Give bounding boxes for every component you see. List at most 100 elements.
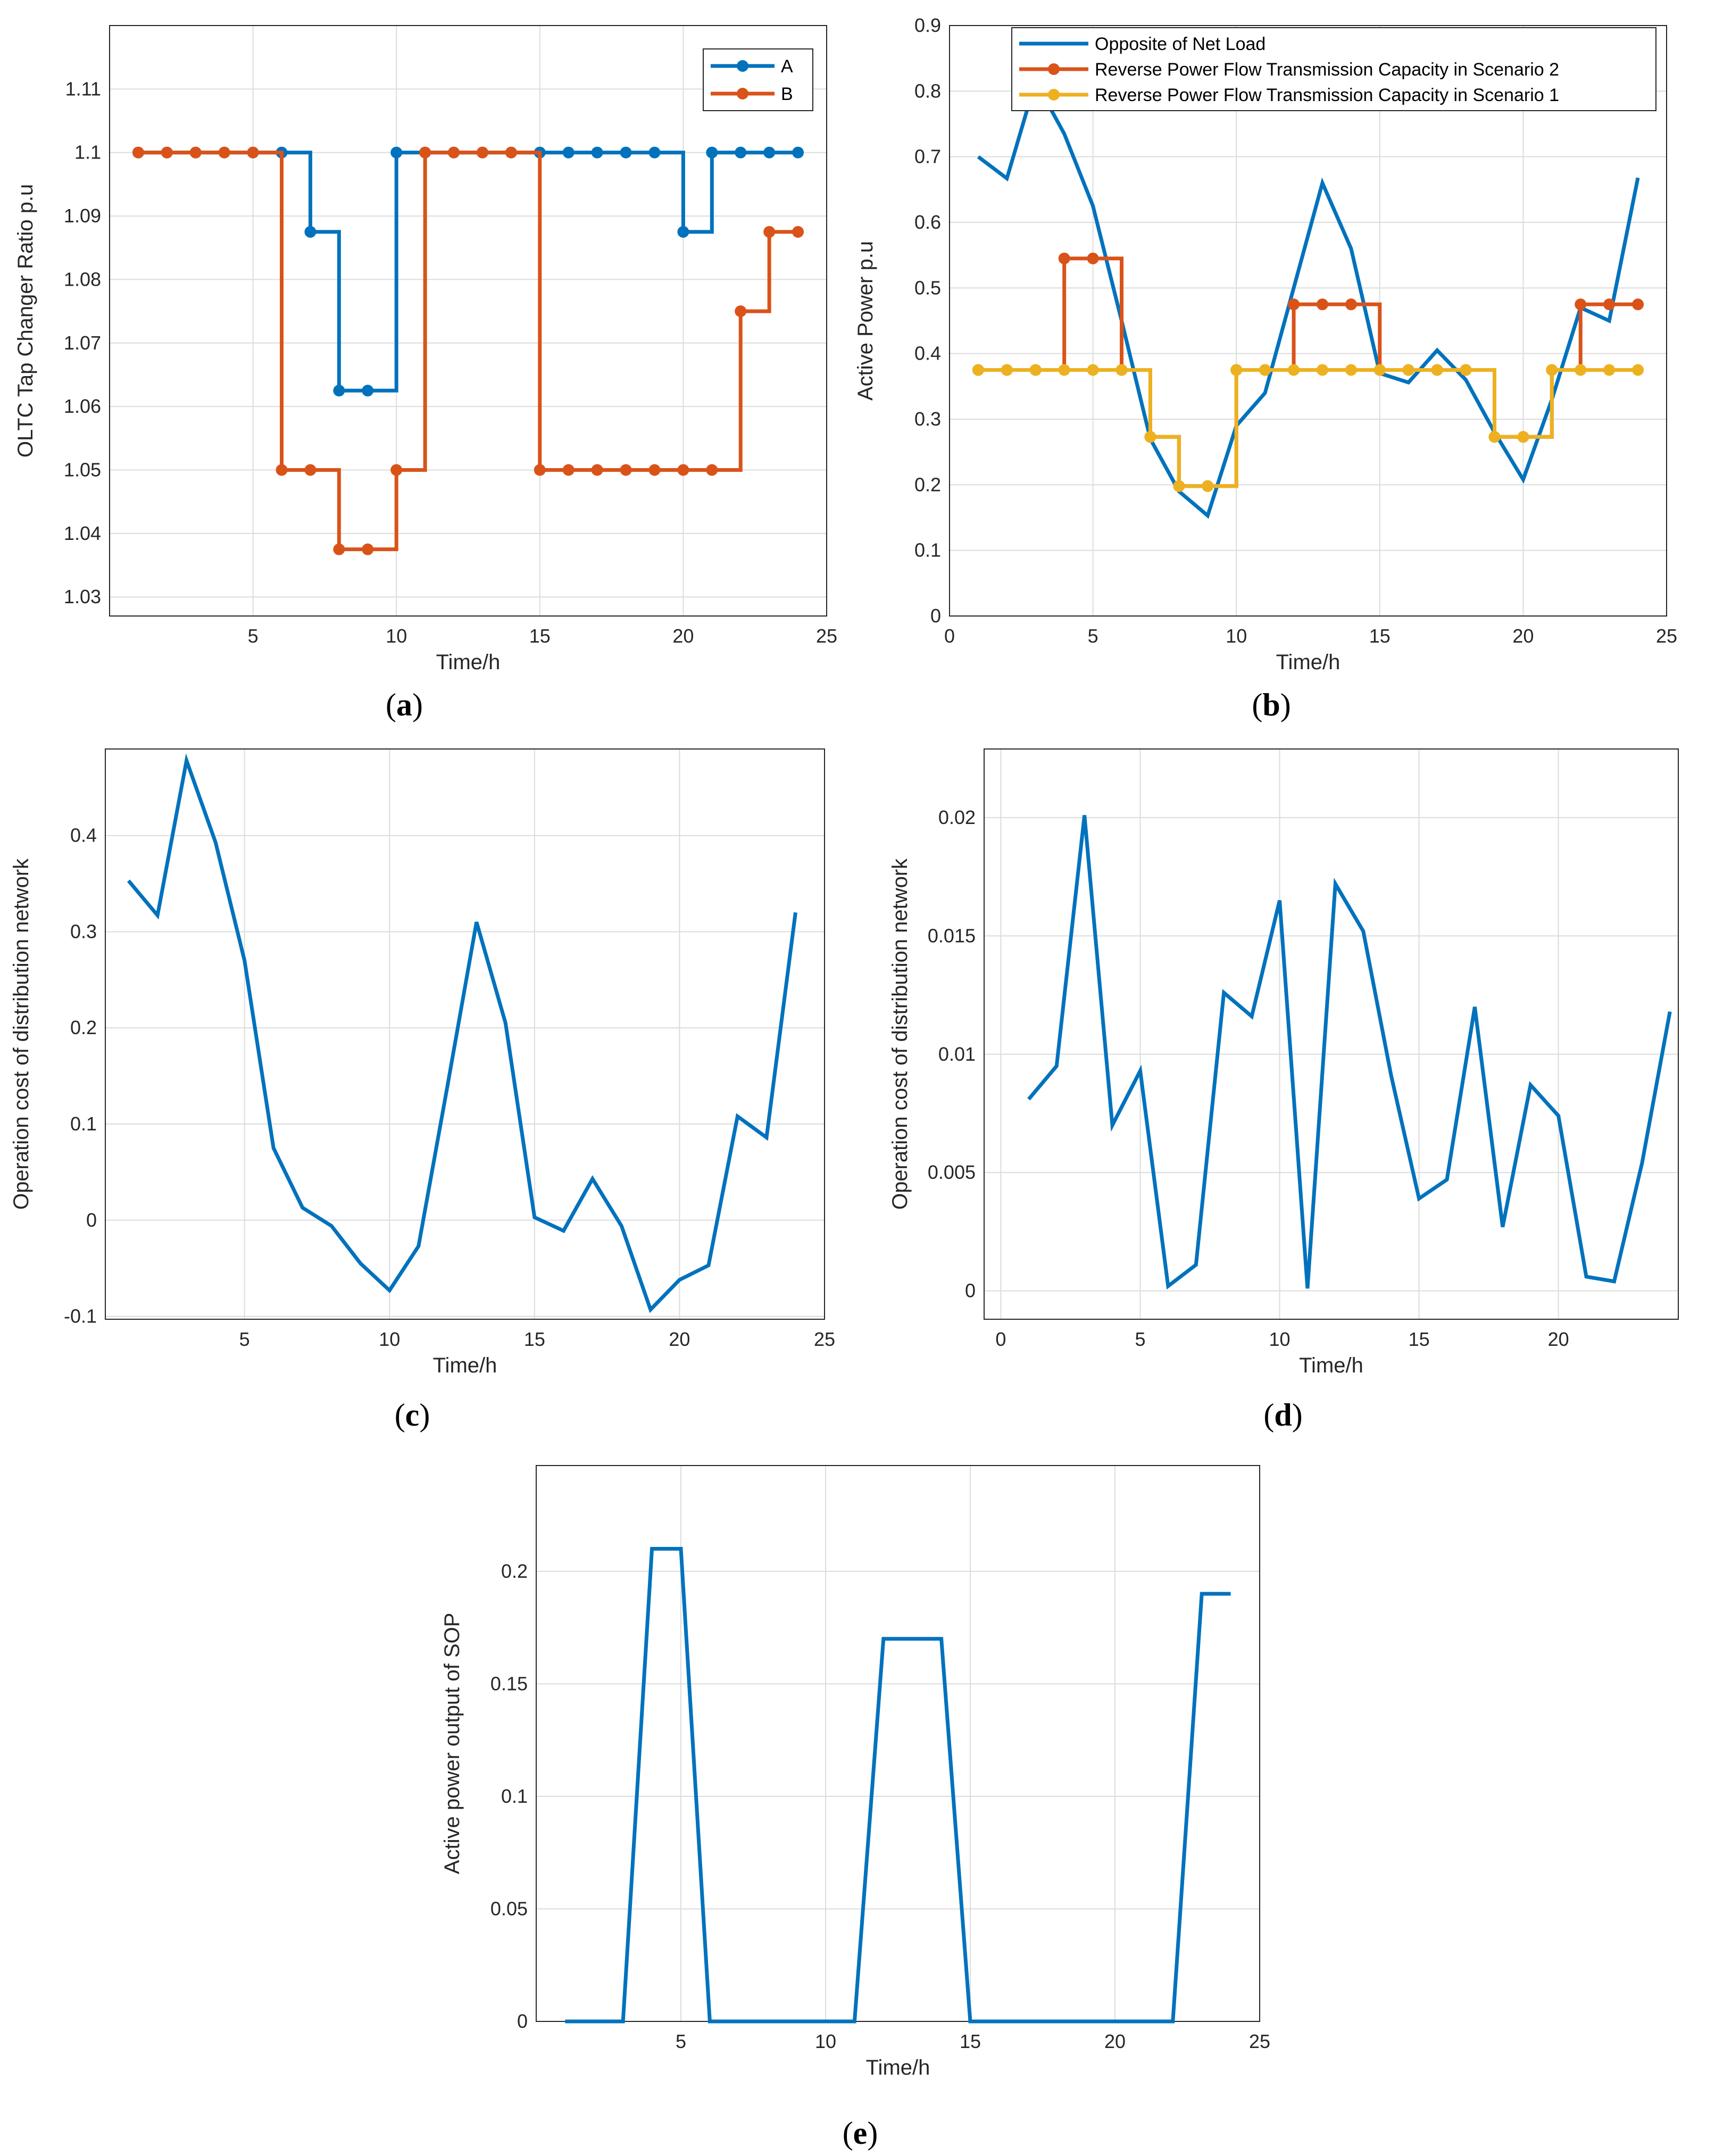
chart-d: 0 5 10 15 20 0 0.005 0.01 0.015 0.02 Time/h Operati…	[888, 748, 1679, 1433]
x-tick-label: 5	[676, 2030, 686, 2052]
data-point	[448, 146, 460, 159]
x-tick-label: 15	[529, 625, 551, 647]
legend-marker	[737, 88, 748, 99]
y-tick-label: -0.1	[64, 1305, 97, 1327]
y-tick-label: 1.04	[64, 522, 101, 544]
y-tick-label: 0.8	[914, 80, 941, 102]
panel-label: (a)	[386, 687, 423, 722]
data-point	[1316, 298, 1328, 311]
data-point	[1345, 298, 1357, 311]
x-axis-label: Time/h	[433, 1354, 497, 1377]
y-tick-label: 0.9	[914, 14, 941, 36]
data-point	[591, 464, 603, 476]
y-tick-label: 0	[517, 2010, 528, 2032]
x-tick-label: 25	[1656, 625, 1677, 647]
plot-area	[949, 25, 1667, 617]
legend-marker	[1048, 63, 1060, 75]
data-point	[763, 146, 776, 159]
data-point	[390, 146, 403, 159]
x-axis-label: Time/h	[436, 651, 501, 674]
y-tick-label: 0.01	[938, 1043, 976, 1065]
data-point	[304, 464, 317, 476]
y-tick-label: 0	[965, 1280, 976, 1302]
data-point	[1115, 364, 1128, 376]
plot-frame	[105, 748, 825, 1320]
x-tick-label: 0	[995, 1328, 1006, 1350]
y-tick-label: 0.5	[914, 277, 941, 298]
legend-marker	[737, 60, 748, 72]
y-tick-label: 1.06	[64, 395, 101, 417]
y-tick-label: 1.09	[64, 205, 101, 227]
data-point	[1001, 364, 1013, 376]
data-point	[132, 146, 144, 159]
plot-area	[105, 748, 825, 1320]
x-tick-label: 10	[815, 2030, 836, 2052]
data-point	[161, 146, 173, 159]
panel-label: (e)	[843, 2116, 878, 2151]
legend-box	[1011, 27, 1656, 111]
x-tick-label: 15	[1409, 1328, 1430, 1350]
data-point	[1431, 364, 1443, 376]
x-tick-label: 20	[1548, 1328, 1569, 1350]
x-tick-label: 25	[816, 625, 837, 647]
y-tick-label: 0	[930, 605, 941, 627]
data-point	[1345, 364, 1357, 376]
data-point	[1632, 364, 1644, 376]
y-tick-label: 0.4	[914, 343, 941, 364]
data-point	[1058, 252, 1070, 264]
legend-entry: B	[781, 84, 793, 104]
y-axis-label: Active Power p.u	[854, 241, 877, 401]
x-tick-label: 25	[814, 1328, 835, 1350]
legend-entry: Reverse Power Flow Transmission Capacity…	[1095, 85, 1559, 105]
y-tick-label: 0.05	[490, 1897, 528, 1919]
data-point	[677, 226, 689, 238]
data-point	[1288, 364, 1300, 376]
data-point	[620, 146, 632, 159]
data-point	[648, 146, 661, 159]
x-tick-label: 20	[669, 1328, 690, 1350]
data-point	[419, 146, 431, 159]
y-tick-label: 0	[86, 1209, 97, 1231]
chart-b: 0 5 10 15 20 25 0 0.1 0.2 0.3 0.4 0.5 0.6 0.7 0.8 0.9 Ti…	[854, 14, 1677, 722]
y-tick-label: 1.11	[65, 78, 101, 99]
data-point	[591, 146, 603, 159]
y-tick-label: 0.6	[914, 211, 941, 233]
x-tick-label: 10	[379, 1328, 400, 1350]
x-axis-label: Time/h	[866, 2056, 930, 2079]
data-point	[706, 464, 718, 476]
y-tick-label: 0.1	[501, 1785, 528, 1807]
data-point	[763, 226, 776, 238]
legend: Opposite of Net Load Reverse Power Flow T…	[1011, 27, 1656, 111]
data-point	[1402, 364, 1414, 376]
y-tick-label: 0.015	[928, 925, 976, 946]
y-tick-label: 0.02	[938, 806, 976, 828]
data-point	[1488, 431, 1501, 443]
legend: AB	[703, 48, 813, 111]
y-tick-label: 0.4	[70, 825, 97, 846]
y-tick-label: 0.7	[914, 146, 941, 168]
y-tick-label: 1.03	[64, 586, 101, 607]
x-tick-label: 20	[672, 625, 694, 647]
x-tick-label: 5	[239, 1328, 250, 1350]
y-tick-label: 0.2	[914, 473, 941, 495]
y-tick-label: 1.08	[64, 268, 101, 290]
data-point	[1575, 298, 1587, 311]
x-tick-label: 0	[944, 625, 955, 647]
x-tick-label: 5	[1135, 1328, 1145, 1350]
data-point	[1603, 298, 1616, 311]
data-point	[1517, 431, 1529, 443]
data-point	[362, 385, 374, 397]
data-point	[1603, 364, 1616, 376]
data-point	[276, 464, 288, 476]
y-tick-label: 0.2	[501, 1560, 528, 1582]
data-point	[972, 364, 984, 376]
data-point	[534, 464, 546, 476]
x-tick-label: 10	[1226, 625, 1247, 647]
series-line-1	[565, 1547, 1231, 2024]
y-tick-label: 0.2	[70, 1017, 97, 1038]
data-point	[1202, 480, 1214, 492]
x-tick-label: 20	[1512, 625, 1534, 647]
data-point	[362, 543, 374, 555]
y-axis-label: Operation cost of distribution network	[10, 858, 33, 1210]
